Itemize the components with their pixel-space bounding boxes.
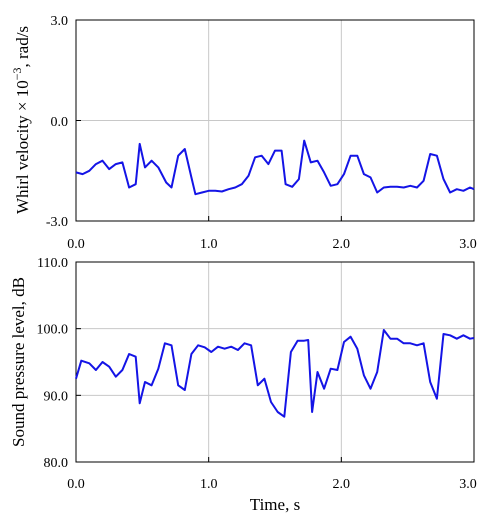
top-ytick-label: 0.0 <box>51 115 69 130</box>
bottom-xtick-label: 3.0 <box>459 477 477 492</box>
top-xtick-label: 0.0 <box>67 237 85 252</box>
top-ytick-label: -3.0 <box>46 215 68 230</box>
top-ytick-label: 3.0 <box>51 14 69 29</box>
bottom-xtick-label: 2.0 <box>333 477 351 492</box>
bottom-ytick-label: 80.0 <box>44 456 69 471</box>
whirl-velocity-panel: 3.0 0.0 -3.0 0.0 1.0 2.0 3.0 Whirl veloc… <box>10 14 477 252</box>
bottom-ytick-label: 100.0 <box>37 323 69 338</box>
top-xtick-label: 1.0 <box>200 237 218 252</box>
top-xtick-label: 3.0 <box>459 237 477 252</box>
bottom-ytick-label: 110.0 <box>37 256 68 271</box>
sound-pressure-series-line <box>75 329 475 418</box>
x-axis-label: Time, s <box>250 495 300 514</box>
whirl-velocity-series-line <box>75 139 475 196</box>
top-y-axis-label: Whirl velocity × 10−3, rad/s <box>10 26 32 214</box>
sound-pressure-panel: 110.0 100.0 90.0 80.0 0.0 1.0 2.0 3.0 So… <box>9 256 477 514</box>
bottom-xtick-label: 0.0 <box>67 477 85 492</box>
bottom-xtick-label: 1.0 <box>200 477 218 492</box>
bottom-ytick-label: 90.0 <box>44 389 69 404</box>
bottom-tick-marks <box>75 261 475 463</box>
top-xtick-label: 2.0 <box>333 237 351 252</box>
bottom-y-axis-label: Sound pressure level, dB <box>9 277 28 447</box>
top-gridlines <box>76 20 474 221</box>
bottom-plot-frame <box>75 261 475 463</box>
top-tick-marks <box>75 19 475 222</box>
